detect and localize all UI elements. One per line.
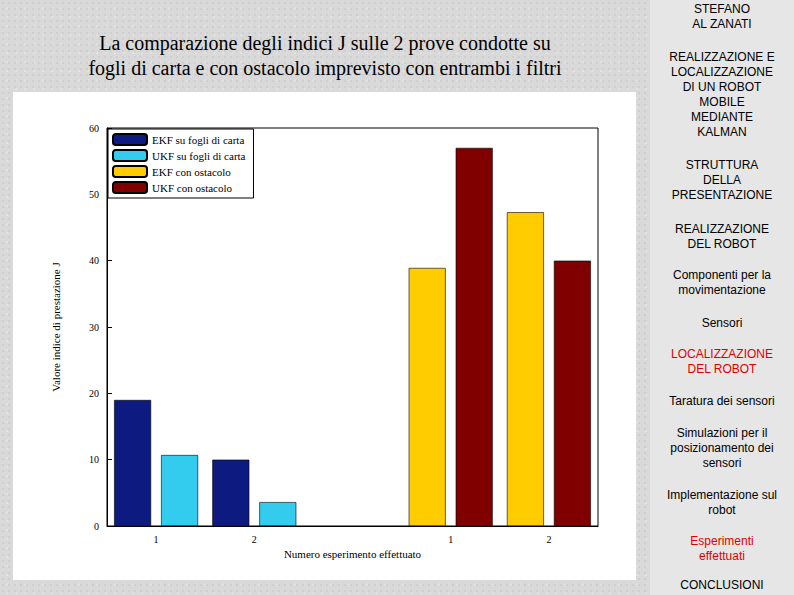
- html-text:effettuati: effettuati: [699, 549, 745, 563]
- svg-text:Valore indice di prestazione J: Valore indice di prestazione J: [50, 262, 62, 392]
- html-text:LOCALIZZAZIONE: LOCALIZZAZIONE: [671, 65, 773, 79]
- svg-text:1: 1: [448, 534, 453, 545]
- html-text:DEL ROBOT: DEL ROBOT: [687, 362, 757, 376]
- svg-text:60: 60: [89, 123, 99, 134]
- svg-text:20: 20: [89, 388, 99, 399]
- html-text:STEFANO: STEFANO: [694, 2, 750, 16]
- html-text:fogli di carta e con ostacolo: fogli di carta e con ostacolo imprevisto…: [88, 57, 562, 79]
- svg-text:EKF con ostacolo: EKF con ostacolo: [152, 166, 231, 178]
- svg-text:1: 1: [154, 534, 159, 545]
- html-text:Simulazioni per il: Simulazioni per il: [676, 426, 768, 440]
- svg-text:50: 50: [89, 189, 99, 200]
- html-text:sensori: sensori: [702, 456, 742, 470]
- html-text:Implementazione sul: Implementazione sul: [667, 488, 777, 502]
- html-text:REALIZZAZIONE E: REALIZZAZIONE E: [669, 50, 775, 64]
- svg-text:0: 0: [94, 521, 99, 532]
- svg-text:UKF con ostacolo: UKF con ostacolo: [152, 182, 233, 194]
- html-text:Sensori: Sensori: [701, 316, 743, 330]
- svg-text:UKF su fogli di carta: UKF su fogli di carta: [152, 150, 246, 162]
- svg-text:Numero esperimento effettuato: Numero esperimento effettuato: [284, 548, 422, 560]
- svg-text:2: 2: [252, 534, 257, 545]
- html-text:DEL ROBOT: DEL ROBOT: [687, 237, 757, 251]
- html-text:AL ZANATI: AL ZANATI: [692, 17, 752, 31]
- html-text:KALMAN: KALMAN: [697, 125, 747, 139]
- html-text:Componenti per la: Componenti per la: [673, 268, 771, 282]
- svg-text:2: 2: [546, 534, 551, 545]
- svg-text:10: 10: [89, 454, 99, 465]
- svg-text:40: 40: [89, 255, 99, 266]
- html-text:DI UN ROBOT: DI UN ROBOT: [682, 80, 762, 94]
- html-text:CONCLUSIONI: CONCLUSIONI: [680, 578, 764, 592]
- html-text:robot: robot: [708, 503, 736, 517]
- html-text:REALIZZAZIONE: REALIZZAZIONE: [675, 222, 769, 236]
- html-text:posizionamento dei: posizionamento dei: [670, 441, 774, 455]
- html-text:MOBILE: MOBILE: [699, 95, 745, 109]
- html-text:movimentazione: movimentazione: [678, 283, 766, 297]
- svg-text:EKF su fogli di carta: EKF su fogli di carta: [152, 134, 244, 146]
- html-text:LOCALIZZAZIONE: LOCALIZZAZIONE: [671, 347, 773, 361]
- html-text:DELLA: DELLA: [703, 173, 741, 187]
- html-text:MEDIANTE: MEDIANTE: [691, 110, 753, 124]
- html-text:STRUTTURA: STRUTTURA: [685, 158, 759, 172]
- svg-text:30: 30: [89, 322, 99, 333]
- html-text:La comparazione degli indici J: La comparazione degli indici J sulle 2 p…: [99, 32, 551, 54]
- html-text:Taratura dei sensori: Taratura dei sensori: [669, 394, 775, 408]
- html-text:Esperimenti: Esperimenti: [690, 534, 754, 548]
- html-text:PRESENTAZIONE: PRESENTAZIONE: [671, 188, 773, 202]
